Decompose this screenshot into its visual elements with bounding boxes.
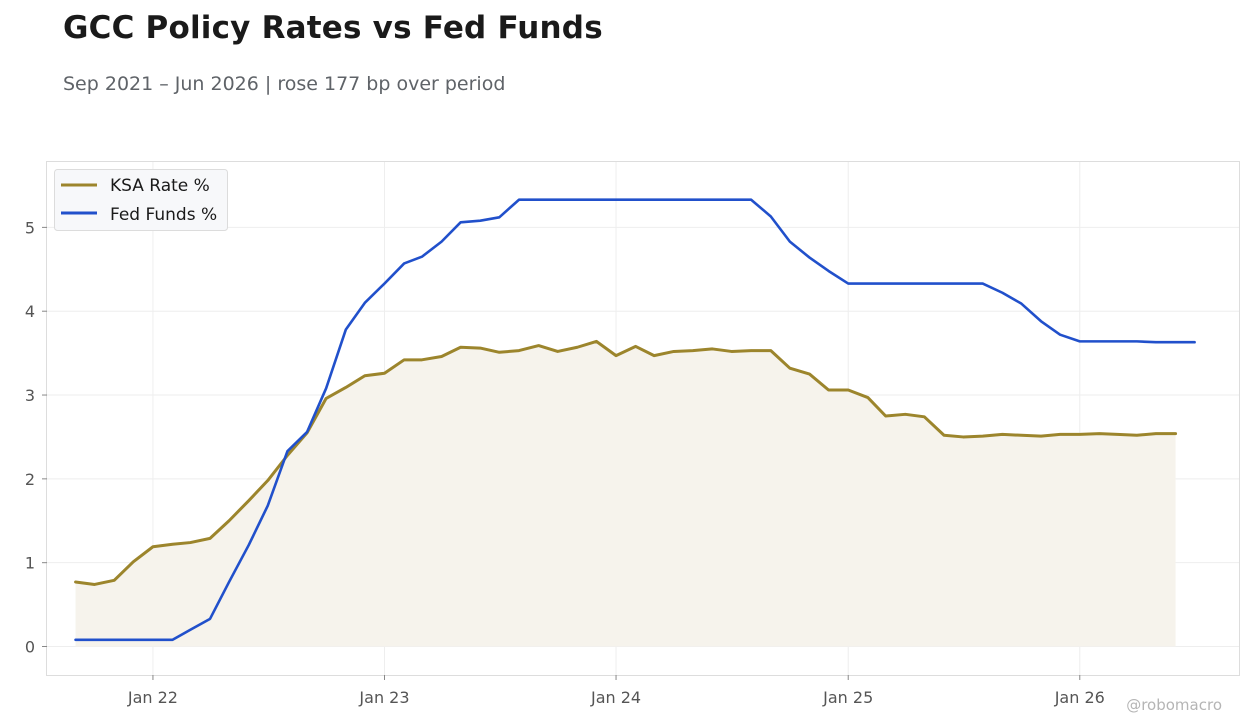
y-tick-label: 2 [25,470,35,489]
legend-box [54,169,228,231]
credit-text: @robomacro [1126,696,1222,714]
x-tick-label: Jan 26 [1054,688,1105,707]
x-tick-label: Jan 23 [358,688,409,707]
legend-label-fed: Fed Funds % [110,205,217,225]
fed-series-line [74,198,1196,642]
y-tick-label: 1 [25,554,35,573]
legend: KSA Rate % Fed Funds % [54,169,228,231]
ksa-series-line [74,339,1178,586]
y-tick-label: 5 [25,218,35,237]
x-tick-label: Jan 22 [127,688,178,707]
y-tick-label: 3 [25,386,35,405]
legend-label-ksa: KSA Rate % [110,176,210,196]
plot-area-frame [46,161,1240,676]
x-tick-label: Jan 24 [590,688,641,707]
y-tick-label: 4 [25,302,35,321]
chart-subtitle: Sep 2021 – Jun 2026 | rose 177 bp over p… [63,73,506,95]
chart-title: GCC Policy Rates vs Fed Funds [63,10,603,46]
x-tick-label: Jan 25 [822,688,873,707]
series-layer [74,198,1196,647]
y-tick-label: 0 [25,638,35,657]
ksa-area-fill [75,341,1176,647]
axis-ticks: 0 1 2 3 4 5 Jan 22 Jan 23 Jan 24 Jan 25 Jan 26 [25,218,1105,707]
